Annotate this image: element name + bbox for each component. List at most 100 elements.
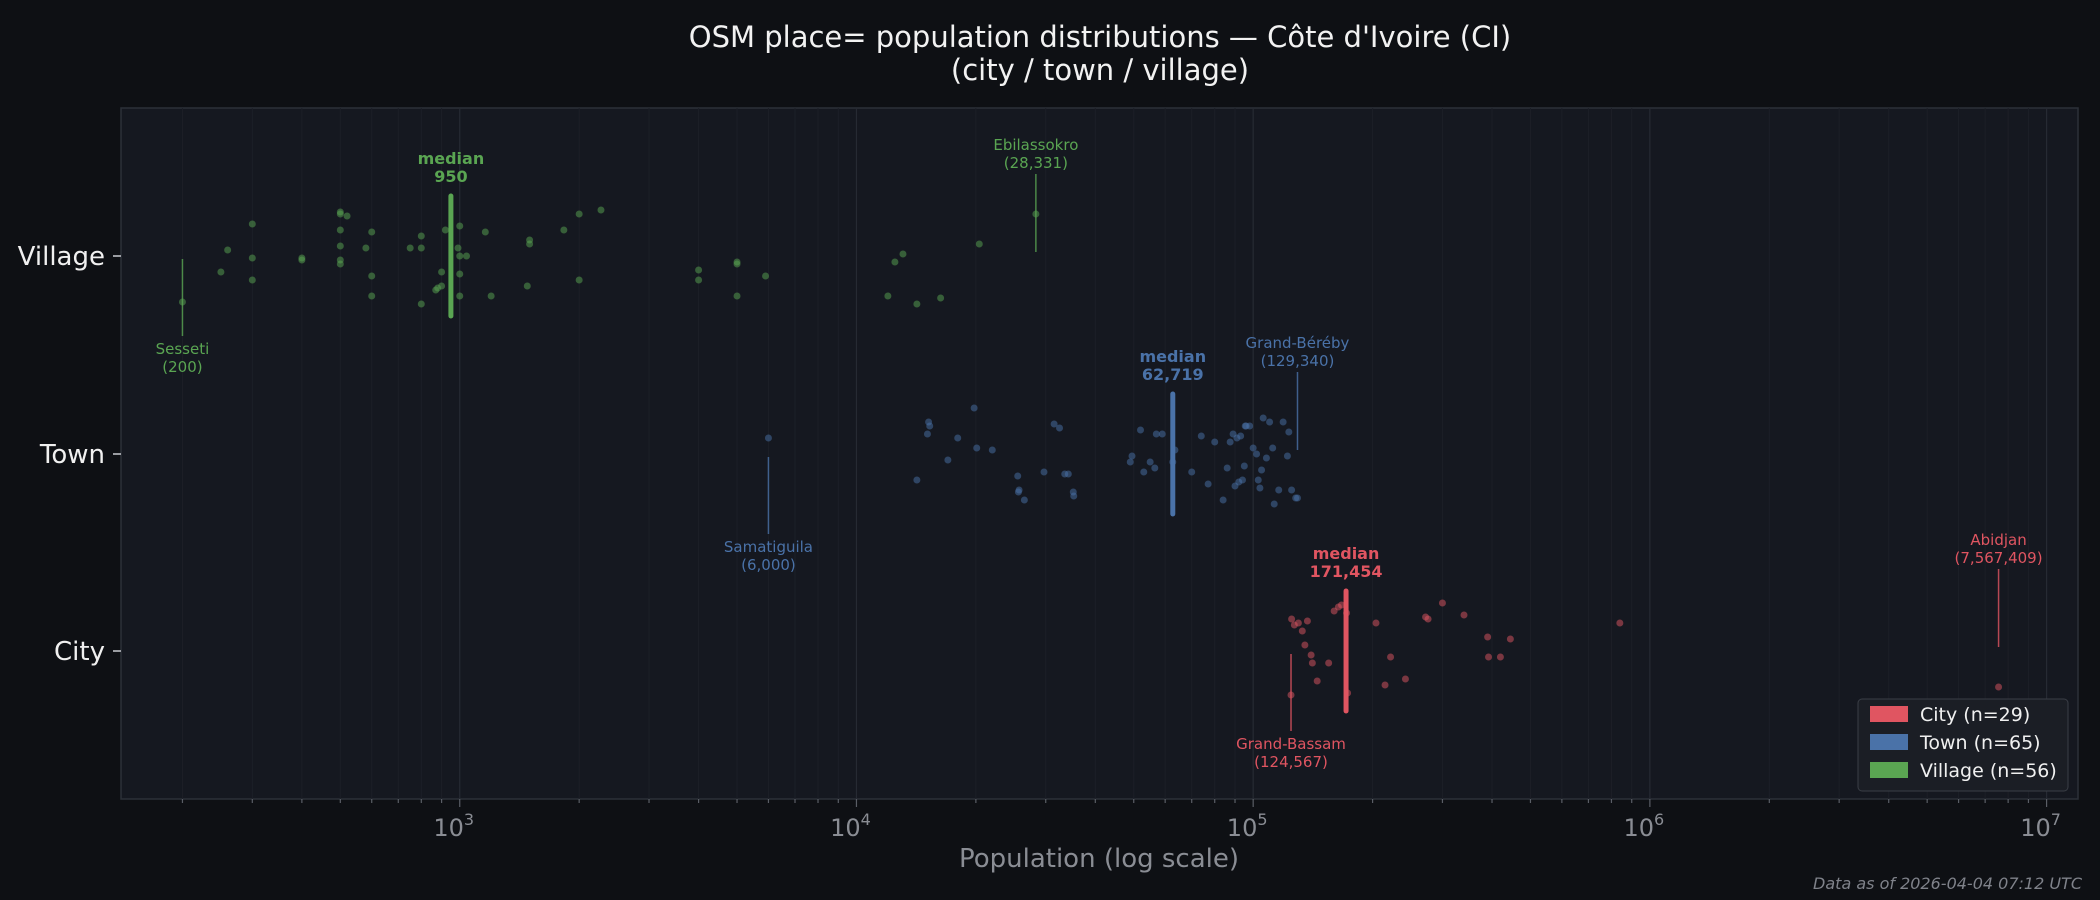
data-points [178,206,2003,699]
data-point [1223,464,1231,472]
annotation-value: (124,567) [1254,753,1328,771]
legend-swatch [1870,762,1908,778]
data-point [217,268,225,276]
annotation-name: Ebilassokro [993,136,1078,154]
data-point [1136,426,1144,434]
data-point [456,292,464,300]
x-tick-label: 105 [1227,810,1268,842]
data-point [923,430,931,438]
data-point [575,210,583,218]
annotation-name: Abidjan [1970,531,2026,549]
data-point [913,300,921,308]
legend-swatch [1870,706,1908,722]
annotation-value: (129,340) [1261,352,1335,370]
data-point [733,260,741,268]
axes: 103 104 105 106 107 City Town Village [18,242,2061,842]
data-point [526,236,534,244]
data-point [298,256,306,264]
data-point [1298,627,1306,635]
data-point [884,292,892,300]
data-point [954,434,962,442]
legend-label: Village (n=56) [1920,760,2057,782]
data-point [1303,617,1311,625]
data-point [944,456,952,464]
data-point [597,206,605,214]
data-point [417,300,425,308]
data-point [1288,486,1296,494]
data-point [1064,470,1072,478]
data-point [1381,681,1389,689]
x-tick-label: 106 [1624,810,1665,842]
data-point [1158,430,1166,438]
data-point [368,228,376,236]
data-point [1294,619,1302,627]
data-point [1308,659,1316,667]
data-point [1995,683,2003,691]
x-tick-label: 104 [830,810,871,842]
data-point [1240,462,1248,470]
annotation-value: (7,567,409) [1955,549,2043,567]
annotation-value: (200) [162,358,202,376]
data-point [891,258,899,266]
median-label: median [1313,544,1380,563]
data-point [336,242,344,250]
chart-title: OSM place= population distributions — Cô… [689,20,1511,54]
data-point [1237,432,1245,440]
data-point [1616,619,1624,627]
data-point [1372,619,1380,627]
data-point [1484,633,1492,641]
annotation-name: Sesseti [156,340,210,358]
data-point [937,294,945,302]
data-point [1188,468,1196,476]
y-tick-label: Town [39,440,105,470]
data-point [926,422,934,430]
data-point [1401,675,1409,683]
data-point [1197,432,1205,440]
data-point [1387,653,1395,661]
legend: City (n=29) Town (n=65) Village (n=56) [1857,698,2069,792]
data-point [970,404,978,412]
data-point [481,228,489,236]
data-point [695,266,703,274]
annotation-name: Grand-Bassam [1236,735,1346,753]
data-point [1014,472,1022,480]
data-point [695,276,703,284]
annotation-value: (6,000) [741,556,796,574]
data-point [417,232,425,240]
data-point [248,276,256,284]
data-point [1275,486,1283,494]
data-point [406,244,414,252]
data-point [523,282,531,290]
y-tick-label: City [54,637,105,667]
data-point [1258,466,1266,474]
data-point [362,244,370,252]
data-point [1070,492,1078,500]
data-point [1020,496,1028,504]
data-point [1254,476,1262,484]
data-point [224,246,232,254]
data-point [1249,444,1257,452]
data-point [1279,418,1287,426]
data-point [1313,677,1321,685]
median-value: 171,454 [1310,562,1383,581]
data-point [1301,641,1309,649]
data-point [456,270,464,278]
data-point [438,268,446,276]
data-point [336,226,344,234]
data-point [1288,615,1296,623]
data-point [1246,422,1254,430]
data-point [1266,418,1274,426]
annotation-name: Grand-Béréby [1246,334,1350,352]
data-point [1040,468,1048,476]
data-point [1496,653,1504,661]
footer-timestamp: Data as of 2026-04-04 07:12 UTC [1813,874,2083,893]
median-value: 62,719 [1142,365,1204,384]
data-point [1204,480,1212,488]
data-point [1460,611,1468,619]
data-point [1293,494,1301,502]
data-point [1285,428,1293,436]
data-point [454,244,462,252]
data-point [1424,615,1432,623]
x-tick-label: 107 [2020,810,2061,842]
